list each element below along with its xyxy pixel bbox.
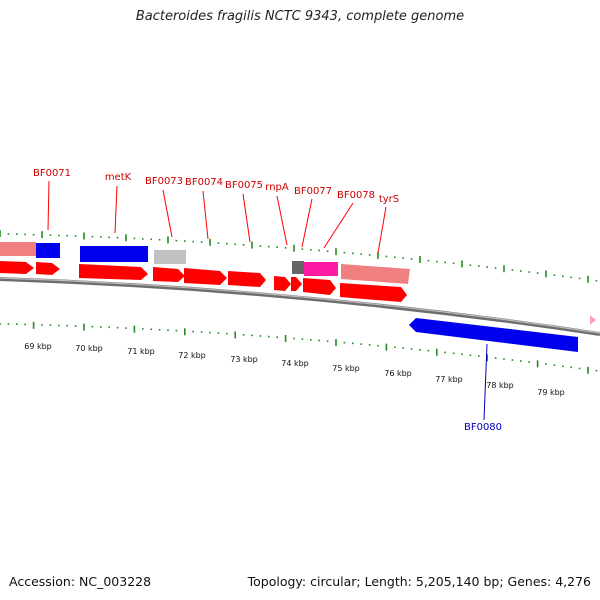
label-leader xyxy=(114,185,118,234)
gene-label[interactable]: BF0073 xyxy=(145,176,183,187)
cds-arrow[interactable] xyxy=(0,261,34,274)
feature-tyrs-pink[interactable] xyxy=(341,264,410,284)
gene-label[interactable]: BF0080 xyxy=(464,422,502,433)
kbp-label: 74 kbp xyxy=(281,359,309,368)
kbp-label: 76 kbp xyxy=(384,369,412,378)
map-title: Bacteroides fragilis NCTC 9343, complete… xyxy=(135,9,465,24)
small-pink-marker[interactable] xyxy=(590,315,596,325)
genome-backbone-highlight xyxy=(0,277,600,334)
kbp-label: 72 kbp xyxy=(178,351,206,360)
gene-label[interactable]: BF0071 xyxy=(33,168,71,179)
cds-arrow[interactable] xyxy=(228,271,266,287)
label-leader xyxy=(323,202,354,249)
forward-cds-track xyxy=(0,261,407,302)
kbp-labels: 69 kbp 70 kbp 71 kbp 72 kbp 73 kbp 74 kbp 75 k… xyxy=(24,342,565,397)
feature-bf0071-blue[interactable] xyxy=(36,243,60,258)
cds-arrow[interactable] xyxy=(153,267,185,282)
feature-bf0080-blue[interactable] xyxy=(409,318,578,352)
outer-ruler-ticks xyxy=(0,230,598,283)
feature-bf0071-pink[interactable] xyxy=(0,242,36,256)
kbp-label: 69 kbp xyxy=(24,342,52,351)
gene-label[interactable]: BF0077 xyxy=(294,186,332,197)
feature-rnpa-darkgray[interactable] xyxy=(292,261,304,274)
gene-label[interactable]: metK xyxy=(105,172,132,183)
kbp-label: 79 kbp xyxy=(537,388,565,397)
label-leader xyxy=(202,190,209,240)
genome-stats-text: Topology: circular; Length: 5,205,140 bp… xyxy=(247,574,591,589)
cds-arrow[interactable] xyxy=(303,278,336,295)
label-leader xyxy=(377,206,387,254)
outer-feature-track xyxy=(0,242,410,284)
label-leader xyxy=(301,198,313,248)
kbp-label: 75 kbp xyxy=(332,364,360,373)
genome-backbone xyxy=(0,277,600,336)
cds-arrow[interactable] xyxy=(184,268,227,285)
gene-label[interactable]: BF0074 xyxy=(185,177,223,188)
feature-bf0073-gray[interactable] xyxy=(154,250,186,264)
kbp-label: 70 kbp xyxy=(75,344,103,353)
kbp-label: 78 kbp xyxy=(486,381,514,390)
cds-arrow[interactable] xyxy=(274,276,291,291)
kbp-label: 73 kbp xyxy=(230,355,258,364)
label-leader xyxy=(483,343,488,421)
gene-label[interactable]: BF0075 xyxy=(225,180,263,191)
cds-arrow[interactable] xyxy=(79,264,148,280)
gene-labels: BF0071 metK BF0073 BF0074 BF0075 rnpA BF0077 BF… xyxy=(33,168,502,433)
cds-arrow[interactable] xyxy=(36,262,60,275)
label-leader xyxy=(162,189,173,238)
inner-ruler-ticks xyxy=(0,321,598,374)
label-leader xyxy=(47,180,50,231)
label-leader xyxy=(276,195,288,246)
cds-arrow[interactable] xyxy=(340,283,407,302)
accession-text: Accession: NC_003228 xyxy=(9,574,152,589)
feature-bf0077-magenta[interactable] xyxy=(304,262,338,276)
cds-arrow[interactable] xyxy=(291,277,302,291)
gene-label[interactable]: tyrS xyxy=(379,194,399,205)
feature-metk-blue[interactable] xyxy=(80,246,148,262)
kbp-label: 77 kbp xyxy=(435,375,463,384)
kbp-label: 71 kbp xyxy=(127,347,155,356)
gene-label[interactable]: rnpA xyxy=(265,182,289,193)
gene-label[interactable]: BF0078 xyxy=(337,190,375,201)
label-leader xyxy=(242,193,251,243)
label-leader-lines xyxy=(47,180,488,421)
